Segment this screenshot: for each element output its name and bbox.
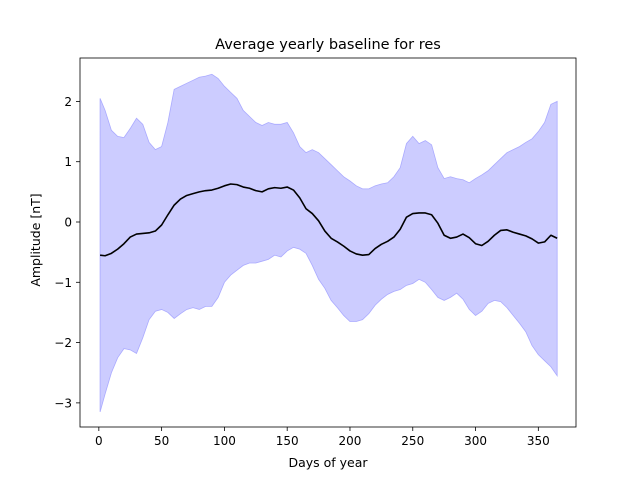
chart-title: Average yearly baseline for res [215,37,441,53]
x-axis-label: Days of year [288,455,368,470]
x-tick-label: 300 [464,434,487,448]
y-tick-label: 0 [64,216,72,230]
x-tick-label: 100 [213,434,236,448]
x-tick-label: 250 [401,434,424,448]
mean-line [99,183,558,257]
y-tick-label: −2 [54,336,72,350]
confidence-band [99,73,558,413]
y-tick-label: −1 [54,276,72,290]
axes-frame [79,57,577,428]
y-axis-label: Amplitude [nT] [28,193,43,286]
x-tick-label: 150 [276,434,299,448]
x-tick-label: 350 [527,434,550,448]
plot-area: 0 50 100 150 200 250 300 350 −3 −2 −1 0 1 2 [54,57,577,448]
y-tick-label: 1 [64,155,72,169]
x-tick-label: 200 [339,434,362,448]
x-tick-label: 0 [95,434,103,448]
y-tick-label: 2 [64,95,72,109]
x-tick-label: 50 [154,434,169,448]
y-tick-label: −3 [54,396,72,410]
